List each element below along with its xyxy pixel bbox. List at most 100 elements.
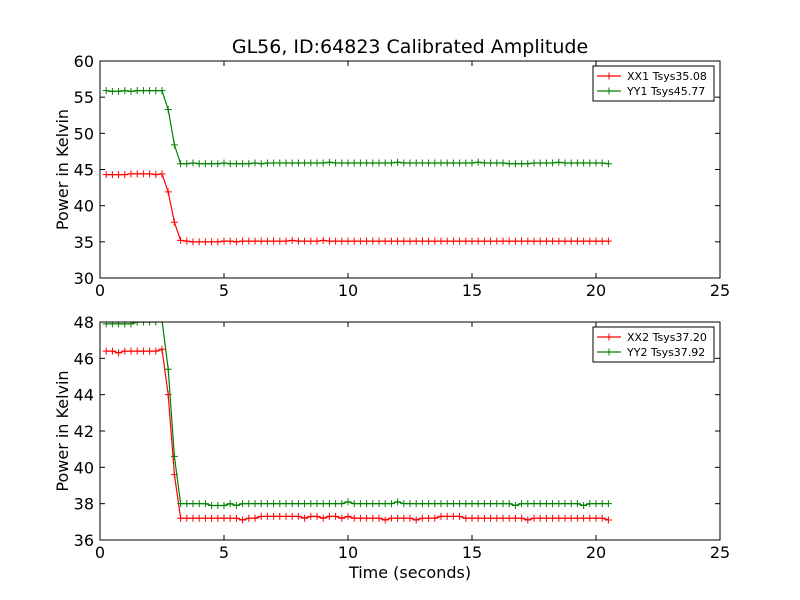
y-axis-title: Power in Kelvin [53,370,72,491]
data-point [493,159,501,167]
data-point [102,347,110,355]
data-point [263,237,271,245]
data-point [257,500,265,508]
data-point [208,238,216,246]
data-point [573,514,581,522]
data-point [418,514,426,522]
data-point [102,322,110,328]
data-point [518,514,526,522]
data-point [456,500,464,508]
data-point [418,159,426,167]
data-point [549,514,557,522]
y-tick-label: 30 [74,269,94,288]
data-point [108,87,116,95]
data-point [344,498,352,506]
data-point [598,514,606,522]
data-point [474,158,482,166]
data-point [449,500,457,508]
data-point [604,237,612,245]
data-point [313,512,321,520]
data-point [152,322,160,326]
data-point [573,500,581,508]
data-point [270,500,278,508]
data-point [201,514,209,522]
data-point [555,237,563,245]
data-point [542,514,550,522]
data-point [189,500,197,508]
data-point [356,159,364,167]
x-tick-label: 0 [95,281,105,300]
data-point [108,171,116,179]
data-point [530,500,538,508]
data-point [350,500,358,508]
data-point [294,512,302,520]
data-point [511,501,519,509]
data-point [586,159,594,167]
data-point [307,159,315,167]
data-point [338,514,346,522]
data-point [276,500,284,508]
data-point [251,514,259,522]
data-point [301,237,309,245]
data-point [530,159,538,167]
data-point [431,500,439,508]
data-point [555,514,563,522]
data-point [406,514,414,522]
data-point [468,500,476,508]
chart-title: GL56, ID:64823 Calibrated Amplitude [232,36,588,58]
data-point [288,159,296,167]
data-point [425,159,433,167]
data-point [276,512,284,520]
data-point [549,159,557,167]
data-point [443,159,451,167]
data-point [257,512,265,520]
data-point [152,347,160,355]
data-point [418,237,426,245]
y-tick-label: 38 [74,495,94,514]
data-point [332,512,340,520]
y-tick-label: 40 [74,458,94,477]
data-point [567,159,575,167]
data-point [400,159,408,167]
data-point [480,237,488,245]
data-point [307,500,315,508]
data-point [201,500,209,508]
series-line-2 [106,90,609,165]
legend-frame [592,326,715,363]
data-point [133,322,141,326]
data-point [381,159,389,167]
data-point [226,500,234,508]
data-point [555,158,563,166]
data-point [115,349,123,357]
data-point [208,160,216,168]
data-point [133,347,141,355]
data-point [505,160,513,168]
data-point [518,500,526,508]
data-point [518,160,526,168]
x-tick-label: 15 [462,281,482,300]
data-point [586,500,594,508]
y-tick-label: 55 [74,88,94,107]
data-point [443,500,451,508]
data-point [127,347,135,355]
y-tick-label: 42 [74,422,94,441]
legend-frame [592,65,715,102]
data-point [530,514,538,522]
data-point [487,500,495,508]
data-point [183,500,191,508]
data-point [183,237,191,245]
data-point [406,237,414,245]
data-point [146,170,154,178]
data-point [170,218,178,226]
data-point [493,237,501,245]
data-point [115,171,123,179]
data-point [121,171,129,179]
data-point [505,514,513,522]
data-point [449,159,457,167]
data-point [456,159,464,167]
legend-swatch-marker [605,333,613,341]
data-point [580,159,588,167]
top-panel: 0 5 10 15 20 25 30 35 40 45 50 55 60 Power in Kelvin X… [53,52,730,300]
data-point [220,237,228,245]
data-point [431,514,439,522]
